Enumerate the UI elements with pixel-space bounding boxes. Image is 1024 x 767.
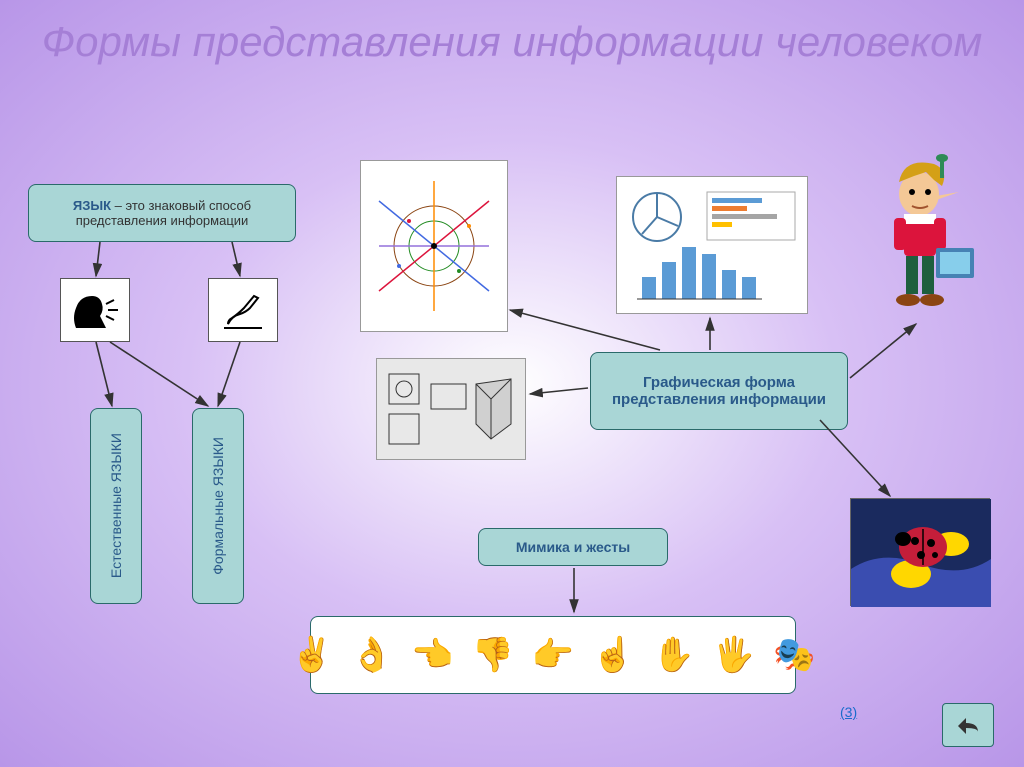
gesture-glyph: 👎 [471,635,513,675]
ladybug-image [850,498,990,606]
page-link[interactable]: (3) [840,704,857,720]
formal-languages-label: Формальные ЯЗЫКИ [210,437,226,575]
write-icon [218,288,268,332]
technical-drawing [376,358,526,460]
graphic-form-text: Графическая форма представления информац… [601,374,837,408]
natural-languages-box: Естественные ЯЗЫКИ [90,408,142,604]
page-title: Формы представления информации человеком [0,0,1024,66]
formal-languages-box: Формальные ЯЗЫКИ [192,408,244,604]
gesture-glyph: 👌 [351,635,393,675]
write-icon-box [208,278,278,342]
map-image [360,160,508,332]
language-prefix: ЯЗЫК [73,198,111,213]
gesture-glyph: 🎭 [773,635,815,675]
back-icon [950,710,986,740]
gesture-row: ✌👌👈👎👉☝✋🖐🎭 [321,635,785,675]
gesture-glyph: ✋ [653,635,695,675]
gesture-glyph: 🖐 [713,635,755,675]
chart-image [616,176,808,314]
language-box: ЯЗЫК – это знаковый способ представления… [28,184,296,242]
gesture-glyph: 👉 [532,635,574,675]
back-button[interactable] [942,703,994,747]
gesture-glyph: ✌ [290,635,332,675]
gesture-glyph: ☝ [592,635,634,675]
graphic-form-box: Графическая форма представления информац… [590,352,848,430]
gestures-box: Мимика и жесты [478,528,668,566]
speak-icon [70,288,120,332]
gestures-text: Мимика и жесты [516,539,630,555]
pinocchio-image [854,152,994,322]
gesture-icons-box: ✌👌👈👎👉☝✋🖐🎭 [310,616,796,694]
natural-languages-label: Естественные ЯЗЫКИ [108,433,124,578]
gesture-glyph: 👈 [411,635,453,675]
speak-icon-box [60,278,130,342]
